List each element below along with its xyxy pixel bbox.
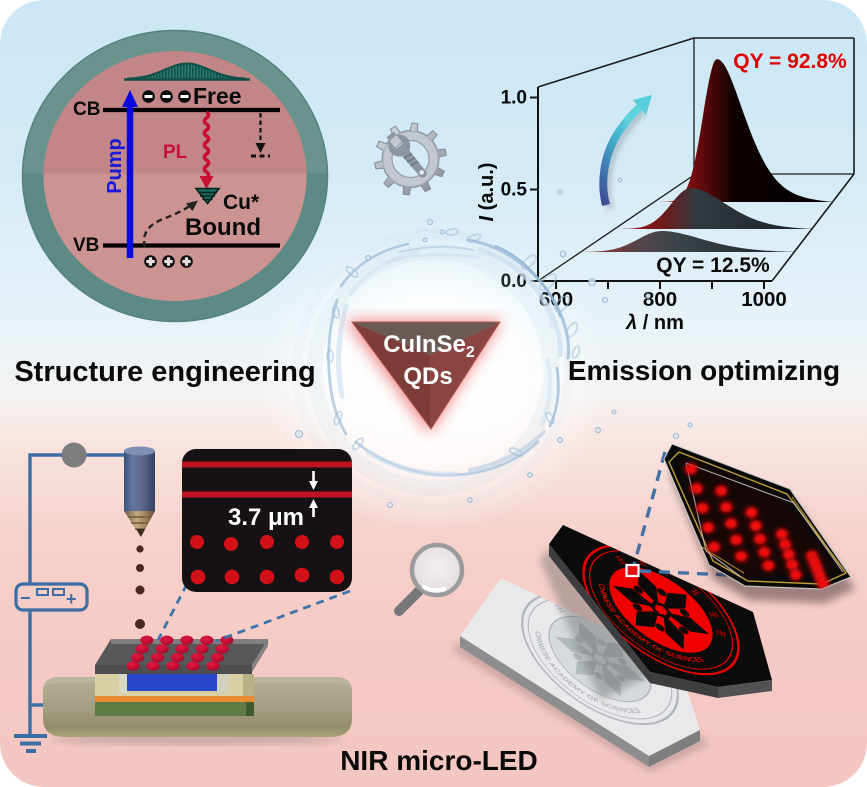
svg-text:CuInSe2: CuInSe2: [383, 331, 475, 361]
svg-text:Emission optimizing: Emission optimizing: [568, 355, 840, 386]
svg-text:Free: Free: [193, 83, 242, 109]
svg-text:QY = 92.8%: QY = 92.8%: [733, 50, 847, 73]
svg-text:λ / nm: λ / nm: [625, 312, 684, 334]
svg-text:I (a.u.): I (a.u.): [476, 163, 498, 222]
svg-text:3.7 μm: 3.7 μm: [228, 504, 304, 531]
svg-text:+: +: [66, 589, 77, 609]
svg-text:0.5: 0.5: [501, 180, 528, 201]
svg-text:QDs: QDs: [403, 363, 452, 390]
svg-text:CB: CB: [73, 99, 100, 120]
svg-text:Pump: Pump: [104, 138, 126, 194]
svg-text:VB: VB: [73, 235, 99, 256]
svg-text:Bound: Bound: [185, 214, 261, 241]
svg-text:QY = 12.5%: QY = 12.5%: [656, 254, 770, 277]
svg-text:800: 800: [643, 288, 677, 311]
svg-text:PL: PL: [163, 142, 188, 163]
svg-text:−: −: [20, 588, 31, 608]
svg-text:Structure engineering: Structure engineering: [14, 356, 315, 388]
svg-text:0.0: 0.0: [501, 271, 527, 292]
svg-text:Cu*: Cu*: [223, 191, 260, 214]
svg-text:1.0: 1.0: [501, 88, 527, 109]
svg-text:1000: 1000: [741, 288, 787, 311]
svg-text:NIR micro-LED: NIR micro-LED: [340, 745, 538, 776]
